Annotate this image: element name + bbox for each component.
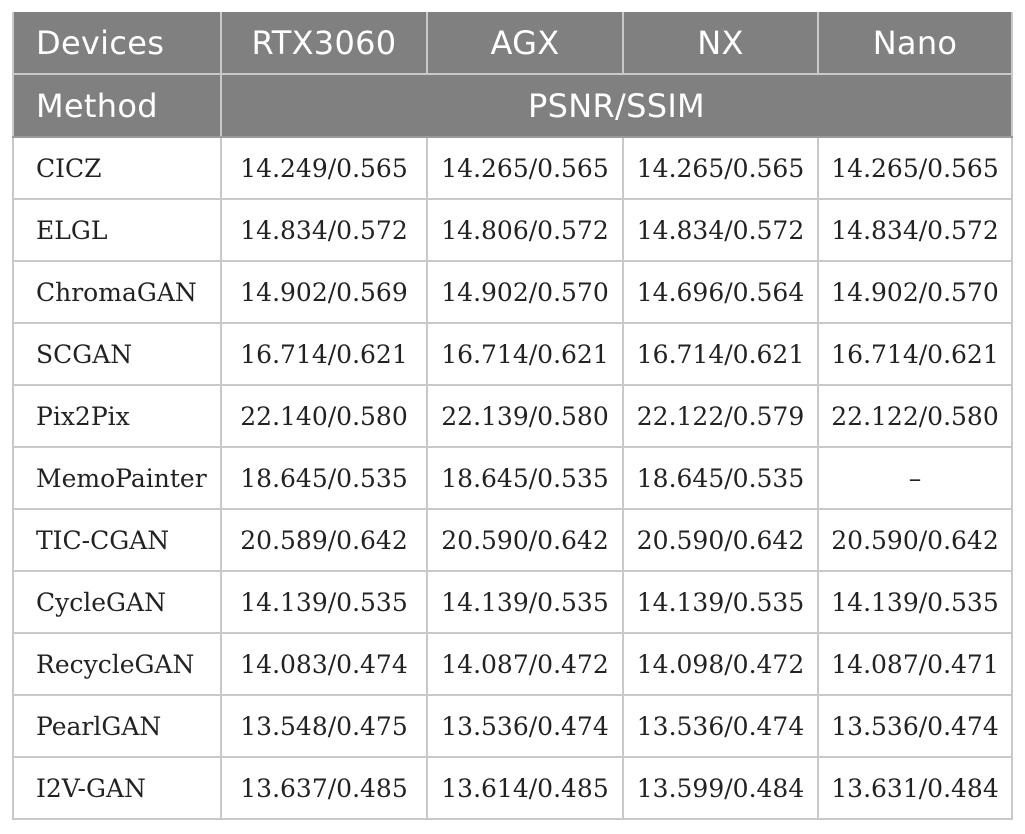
- value-cell: 20.590/0.642: [622, 508, 819, 572]
- value-cell: 14.139/0.535: [622, 570, 819, 634]
- device-header-rtx3060: RTX3060: [220, 12, 428, 75]
- table-row: Pix2Pix 22.140/0.580 22.139/0.580 22.122/0.…: [12, 384, 1013, 448]
- table-row: CICZ 14.249/0.565 14.265/0.565 14.265/0.565…: [12, 136, 1013, 200]
- value-cell: 16.714/0.621: [817, 322, 1013, 386]
- method-cell: I2V-GAN: [12, 756, 222, 820]
- value-cell: –: [817, 446, 1013, 510]
- value-cell: 14.902/0.570: [817, 260, 1013, 324]
- table-row: I2V-GAN 13.637/0.485 13.614/0.485 13.599/0.…: [12, 756, 1013, 820]
- value-cell: 14.265/0.565: [817, 136, 1013, 200]
- value-cell: 20.590/0.642: [426, 508, 624, 572]
- value-cell: 13.548/0.475: [220, 694, 428, 758]
- value-cell: 14.902/0.570: [426, 260, 624, 324]
- value-cell: 18.645/0.535: [426, 446, 624, 510]
- value-cell: 13.536/0.474: [426, 694, 624, 758]
- method-cell: SCGAN: [12, 322, 222, 386]
- value-cell: 14.098/0.472: [622, 632, 819, 696]
- method-cell: PearlGAN: [12, 694, 222, 758]
- value-cell: 14.087/0.472: [426, 632, 624, 696]
- method-cell: CycleGAN: [12, 570, 222, 634]
- table-row: ELGL 14.834/0.572 14.806/0.572 14.834/0.572…: [12, 198, 1013, 262]
- value-cell: 13.631/0.484: [817, 756, 1013, 820]
- value-cell: 14.083/0.474: [220, 632, 428, 696]
- value-cell: 14.834/0.572: [817, 198, 1013, 262]
- devices-label: Devices: [12, 12, 222, 75]
- value-cell: 13.599/0.484: [622, 756, 819, 820]
- method-cell: ELGL: [12, 198, 222, 262]
- value-cell: 14.139/0.535: [220, 570, 428, 634]
- table-row: MemoPainter 18.645/0.535 18.645/0.535 18.64…: [12, 446, 1013, 510]
- value-cell: 18.645/0.535: [622, 446, 819, 510]
- metric-label: PSNR/SSIM: [220, 74, 1013, 138]
- value-cell: 20.589/0.642: [220, 508, 428, 572]
- device-header-agx: AGX: [426, 12, 624, 75]
- value-cell: 13.614/0.485: [426, 756, 624, 820]
- value-cell: 13.637/0.485: [220, 756, 428, 820]
- table-row: PearlGAN 13.548/0.475 13.536/0.474 13.536/0…: [12, 694, 1013, 758]
- value-cell: 14.806/0.572: [426, 198, 624, 262]
- value-cell: 22.122/0.579: [622, 384, 819, 448]
- value-cell: 14.902/0.569: [220, 260, 428, 324]
- table-row: SCGAN 16.714/0.621 16.714/0.621 16.714/0.62…: [12, 322, 1013, 386]
- results-table: Devices RTX3060 AGX NX Nano Method PSNR/…: [12, 12, 1013, 820]
- value-cell: 20.590/0.642: [817, 508, 1013, 572]
- method-cell: Pix2Pix: [12, 384, 222, 448]
- table-row: ChromaGAN 14.902/0.569 14.902/0.570 14.696/…: [12, 260, 1013, 324]
- value-cell: 18.645/0.535: [220, 446, 428, 510]
- value-cell: 22.139/0.580: [426, 384, 624, 448]
- method-cell: CICZ: [12, 136, 222, 200]
- value-cell: 13.536/0.474: [622, 694, 819, 758]
- value-cell: 16.714/0.621: [220, 322, 428, 386]
- table-row: CycleGAN 14.139/0.535 14.139/0.535 14.139/0…: [12, 570, 1013, 634]
- value-cell: 13.536/0.474: [817, 694, 1013, 758]
- device-header-nx: NX: [622, 12, 819, 75]
- value-cell: 14.249/0.565: [220, 136, 428, 200]
- method-cell: ChromaGAN: [12, 260, 222, 324]
- header-row-method: Method PSNR/SSIM: [12, 74, 1013, 138]
- value-cell: 14.834/0.572: [220, 198, 428, 262]
- value-cell: 16.714/0.621: [622, 322, 819, 386]
- method-cell: MemoPainter: [12, 446, 222, 510]
- value-cell: 14.696/0.564: [622, 260, 819, 324]
- method-cell: TIC-CGAN: [12, 508, 222, 572]
- table-row: TIC-CGAN 20.589/0.642 20.590/0.642 20.590/0…: [12, 508, 1013, 572]
- value-cell: 14.087/0.471: [817, 632, 1013, 696]
- value-cell: 14.834/0.572: [622, 198, 819, 262]
- value-cell: 14.139/0.535: [426, 570, 624, 634]
- method-cell: RecycleGAN: [12, 632, 222, 696]
- value-cell: 14.139/0.535: [817, 570, 1013, 634]
- method-label: Method: [12, 74, 222, 138]
- value-cell: 14.265/0.565: [426, 136, 624, 200]
- table-body: CICZ 14.249/0.565 14.265/0.565 14.265/0.565…: [12, 136, 1013, 820]
- value-cell: 14.265/0.565: [622, 136, 819, 200]
- value-cell: 16.714/0.621: [426, 322, 624, 386]
- table-header: Devices RTX3060 AGX NX Nano Method PSNR/…: [12, 12, 1013, 138]
- table-row: RecycleGAN 14.083/0.474 14.087/0.472 14.098…: [12, 632, 1013, 696]
- value-cell: 22.122/0.580: [817, 384, 1013, 448]
- device-header-nano: Nano: [817, 12, 1013, 75]
- header-row-devices: Devices RTX3060 AGX NX Nano: [12, 12, 1013, 75]
- value-cell: 22.140/0.580: [220, 384, 428, 448]
